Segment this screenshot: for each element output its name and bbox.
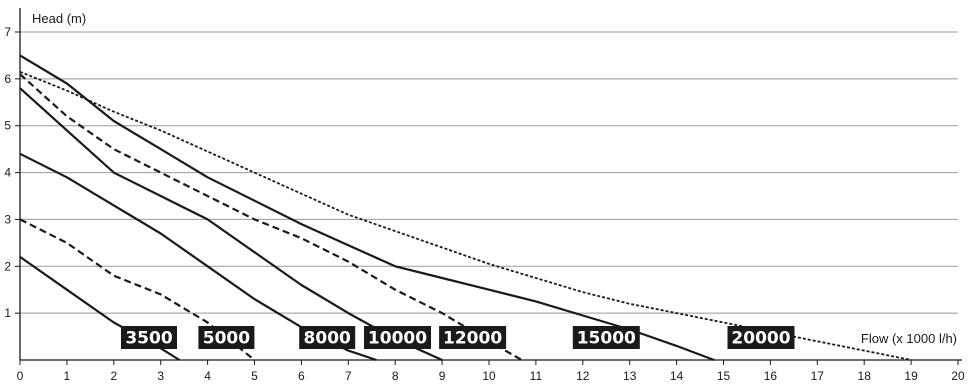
y-tick-label: 3: [4, 212, 11, 226]
y-tick-label: 7: [4, 25, 11, 39]
curve-20000: [19, 70, 912, 361]
x-tick-label: 8: [392, 369, 399, 383]
x-tick-label: 7: [345, 369, 352, 383]
y-tick-label: 6: [4, 72, 11, 86]
model-label-5000: 5000: [198, 326, 255, 349]
x-tick-label: 20: [951, 369, 965, 383]
x-tick-label: 12: [576, 369, 590, 383]
model-label-box: [572, 326, 640, 349]
curve-15000: [19, 54, 715, 362]
model-label-8000: 8000: [299, 326, 356, 349]
model-label-15000: 15000: [572, 326, 640, 349]
x-tick-label: 14: [670, 369, 684, 383]
curve-3500: [19, 255, 181, 361]
x-tick-label: 11: [530, 369, 543, 383]
model-label-10000: 10000: [364, 326, 431, 349]
model-label-3500: 3500: [121, 326, 177, 349]
x-tick-label: 4: [204, 369, 211, 383]
model-label-20000: 20000: [727, 326, 795, 349]
x-tick-label: 17: [811, 369, 825, 383]
x-tick-label: 0: [17, 369, 24, 383]
x-tick-label: 13: [623, 369, 637, 383]
x-tick-label: 18: [858, 369, 872, 383]
x-tick-label: 1: [64, 369, 71, 383]
x-tick-label: 15: [717, 369, 731, 383]
x-tick-label: 3: [157, 369, 164, 383]
model-label-box: [121, 326, 177, 349]
y-tick-label: 2: [4, 259, 11, 273]
x-tick-label: 9: [439, 369, 446, 383]
model-labels: 3500 5000 8000 10000 12000 15000 20000: [121, 326, 795, 349]
model-label-text: 3500: [125, 329, 172, 349]
y-tick-label: 5: [4, 119, 11, 133]
model-label-box: [727, 326, 795, 349]
y-tick-label: 1: [4, 306, 11, 320]
y-axis-label: Head (m): [32, 11, 86, 26]
y-tick-label: 4: [4, 166, 11, 180]
model-label-text: 15000: [577, 329, 636, 349]
x-tick-label: 19: [904, 369, 918, 383]
x-tick-label: 5: [251, 369, 258, 383]
model-label-box: [198, 326, 255, 349]
model-label-box: [364, 326, 431, 349]
x-tick-label: 16: [764, 369, 778, 383]
model-label-box: [439, 326, 507, 349]
model-label-text: 10000: [368, 329, 427, 349]
axes: [15, 8, 962, 365]
model-label-12000: 12000: [439, 326, 507, 349]
x-tick-label: 10: [482, 369, 496, 383]
pump-curves: [19, 54, 912, 362]
model-label-text: 5000: [203, 329, 250, 349]
x-axis-label: Flow (x 1000 l/h): [861, 331, 957, 346]
x-tick-label: 6: [298, 369, 305, 383]
curve-12000: [19, 73, 523, 361]
model-label-box: [299, 326, 356, 349]
model-label-text: 12000: [443, 329, 502, 349]
model-label-text: 20000: [731, 329, 790, 349]
x-tick-label: 2: [110, 369, 117, 383]
grid-lines: [20, 31, 958, 314]
model-label-text: 8000: [304, 329, 351, 349]
